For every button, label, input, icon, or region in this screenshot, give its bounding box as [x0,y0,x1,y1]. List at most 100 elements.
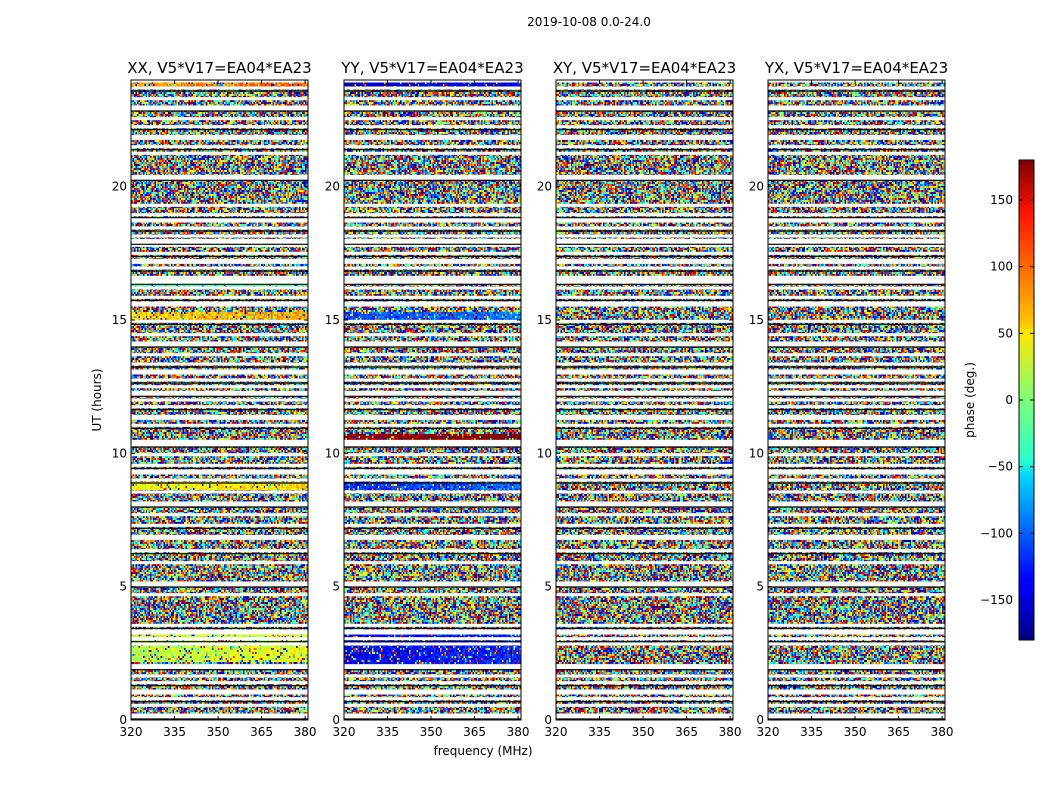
flagged-row [131,637,308,641]
x-tick-label: 335 [800,725,823,739]
flagged-row [556,385,733,389]
flagged-row [556,243,733,247]
flagged-row [556,353,733,357]
flagged-row [131,390,308,396]
flagged-row [768,378,945,382]
flagged-row [131,278,308,284]
flagged-row [556,238,733,244]
y-tick-label: 5 [119,580,127,594]
flagged-row [344,333,521,337]
y-tick-label: 10 [112,446,127,460]
flagged-row [131,258,308,264]
y-tick-label: 15 [537,313,552,327]
flagged-row [556,453,733,457]
flagged-row [131,117,308,121]
colorbar-tick-label: 50 [998,326,1013,340]
flagged-row [768,549,945,553]
x-tick-label: 365 [675,725,698,739]
flagged-row [768,251,945,255]
y-tick-label: 10 [749,446,764,460]
flagged-row [131,549,308,553]
flagged-row [556,278,733,284]
flagged-row [131,405,308,409]
y-tick-label: 0 [332,713,340,727]
panel-frame [767,79,946,721]
flagged-row [556,664,733,670]
x-tick-label: 365 [463,725,486,739]
flagged-row [344,319,521,323]
flagged-row [344,341,521,347]
flagged-row [768,469,945,475]
flagged-row [344,439,521,443]
flagged-row [768,637,945,641]
flagged-row [344,549,521,553]
flagged-row [768,534,945,540]
flagged-row [131,463,308,467]
flagged-row [131,561,308,565]
flagged-row [344,295,521,299]
flagged-row [556,629,733,635]
flagged-row [556,534,733,540]
flagged-row [131,203,308,207]
flagged-row [768,369,945,375]
flagged-row [131,319,308,323]
flagged-row [344,234,521,238]
flagged-row [556,97,733,101]
flagged-row [344,378,521,382]
flagged-row [344,390,521,396]
flagged-row [344,523,521,527]
flagged-row [768,362,945,366]
y-tick-label: 0 [544,713,552,727]
flagged-row [556,549,733,553]
flagged-row [344,134,521,140]
x-tick-label: 380 [294,725,317,739]
x-tick-label: 320 [120,725,143,739]
x-tick-label: 335 [376,725,399,739]
y-tick-label: 15 [325,313,340,327]
flagged-row [131,441,308,447]
flagged-row [556,295,733,299]
flagged-row [344,362,521,366]
flagged-row [556,80,733,83]
flagged-row [131,664,308,670]
flagged-row [768,295,945,299]
flagged-row [556,117,733,121]
x-tick-label: 335 [163,725,186,739]
flagged-row [768,697,945,701]
flagged-row [131,86,308,90]
flagged-row [344,301,521,307]
flagged-row [768,390,945,396]
flagged-row [556,105,733,111]
flagged-row [768,478,945,482]
flagged-row [556,593,733,597]
flagged-row [556,463,733,467]
flagged-row [768,97,945,101]
flagged-row [344,213,521,217]
flagged-row [768,266,945,270]
flagged-row [556,441,733,447]
panels: XX, V5*V17=EA04*EA23 320 335 350 365 380 0 5 10 1… [112,59,954,739]
flagged-row [768,453,945,457]
flagged-row [131,713,308,719]
flagged-row [768,86,945,90]
flagged-row [131,523,308,527]
y-tick-label: 20 [112,180,127,194]
flagged-row [131,513,308,517]
flagged-row [131,80,308,83]
flagged-row [131,414,308,420]
flagged-row [768,134,945,140]
flagged-row [131,453,308,457]
x-axis-label: frequency (MHz) [433,744,532,758]
flagged-row [768,623,945,627]
flagged-row [556,151,733,155]
flagged-row [556,226,733,230]
flagged-row [344,623,521,627]
flagged-row [131,341,308,347]
figure-suptitle: 2019-10-08 0.0-24.0 [527,15,651,29]
flagged-row [768,385,945,389]
flagged-row [344,286,521,290]
flagged-row [556,689,733,695]
flagged-row [768,490,945,494]
x-tick-label: 335 [588,725,611,739]
